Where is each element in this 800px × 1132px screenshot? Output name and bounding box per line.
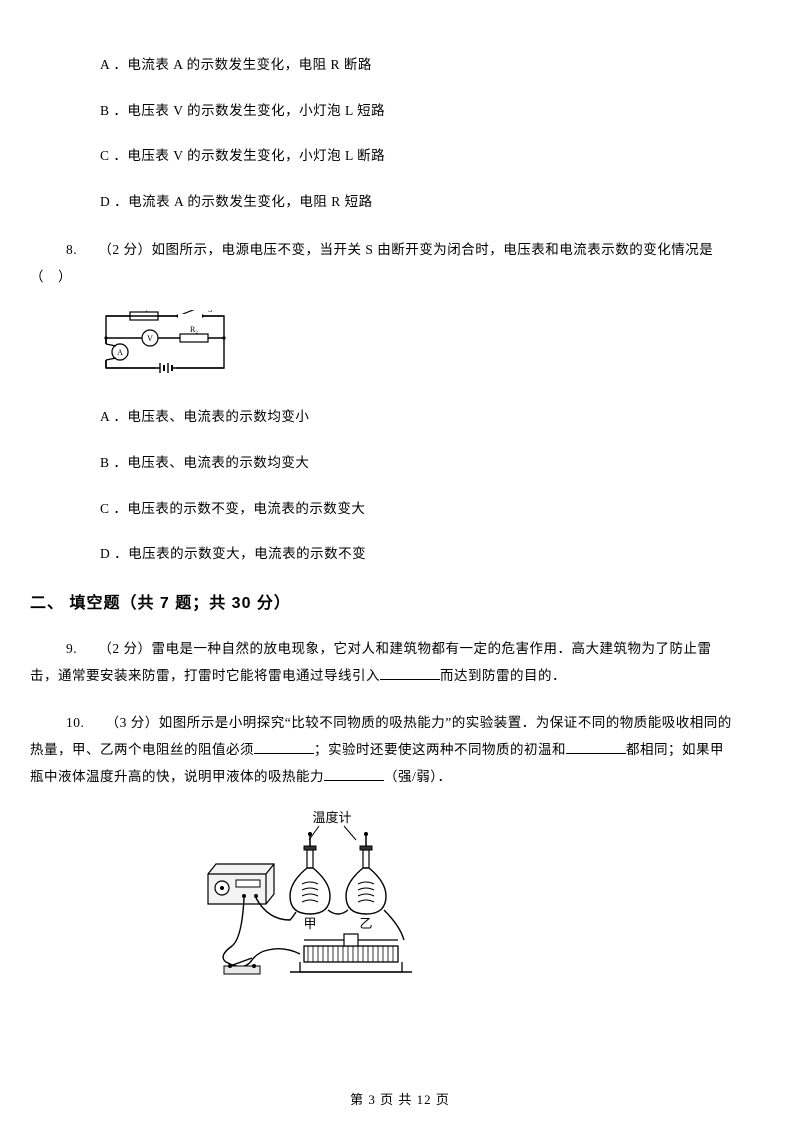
svg-text:A: A	[117, 348, 123, 357]
page: A ．电流表 A 的示数发生变化，电阻 R 断路 B ．电压表 V 的示数发生变…	[0, 0, 800, 1132]
q7-option-b: B ．电压表 V 的示数发生变化，小灯泡 L 短路	[100, 100, 736, 122]
q9-text-2: 来防雷，打雷时它能将雷电通过导线引入	[128, 668, 380, 683]
q8-option-b: B ．电压表、电流表的示数均变大	[100, 452, 736, 474]
q9-blank-2	[380, 666, 440, 680]
svg-text:R₁: R₁	[140, 310, 148, 312]
q7-options: A ．电流表 A 的示数发生变化，电阻 R 断路 B ．电压表 V 的示数发生变…	[64, 54, 736, 212]
q10-stem: 10. （3 分）如图所示是小明探究“比较不同物质的吸热能力”的实验装置．为保证…	[30, 709, 736, 790]
svg-text:V: V	[147, 334, 153, 343]
q8-stem: 8. （2 分）如图所示，电源电压不变，当开关 S 由断开变为闭合时，电压表和电…	[30, 236, 736, 290]
q8-options: A ．电压表、电流表的示数均变小 B ．电压表、电流表的示数均变大 C ．电压表…	[64, 406, 736, 564]
svg-text:甲: 甲	[303, 916, 316, 931]
q8-option-a: A ．电压表、电流表的示数均变小	[100, 406, 736, 428]
q8-option-d: D ．电压表的示数变大，电流表的示数不变	[100, 543, 736, 565]
q10-blank-2	[566, 740, 626, 754]
q10-experiment-diagram: 温度计 甲	[204, 810, 736, 980]
page-footer: 第 3 页 共 12 页	[0, 1089, 800, 1108]
q10-blank-3	[324, 767, 384, 781]
svg-text:S: S	[208, 310, 212, 314]
svg-text:温度计: 温度计	[312, 810, 351, 825]
svg-text:R₂: R₂	[190, 325, 198, 334]
q7-option-a: A ．电流表 A 的示数发生变化，电阻 R 断路	[100, 54, 736, 76]
q7-option-d: D ．电流表 A 的示数发生变化，电阻 R 短路	[100, 191, 736, 213]
q10-text-2: ；实验时还要使这两种不同物质的初温和	[314, 742, 566, 757]
q10-text-4: （强/弱）．	[384, 769, 452, 784]
q9-text-3: 而达到防雷的目的．	[440, 668, 566, 683]
svg-text:乙: 乙	[359, 916, 372, 931]
q7-option-c: C ．电压表 V 的示数发生变化，小灯泡 L 断路	[100, 145, 736, 167]
q10-blank-1	[254, 740, 314, 754]
q8-circuit-diagram: R₁ S V R₂ A	[100, 310, 736, 382]
section-2-title: 二、 填空题（共 7 题；共 30 分）	[30, 589, 736, 613]
q9-stem: 9. （2 分）雷电是一种自然的放电现象，它对人和建筑物都有一定的危害作用．高大…	[30, 635, 736, 689]
q8-option-c: C ．电压表的示数不变，电流表的示数变大	[100, 498, 736, 520]
